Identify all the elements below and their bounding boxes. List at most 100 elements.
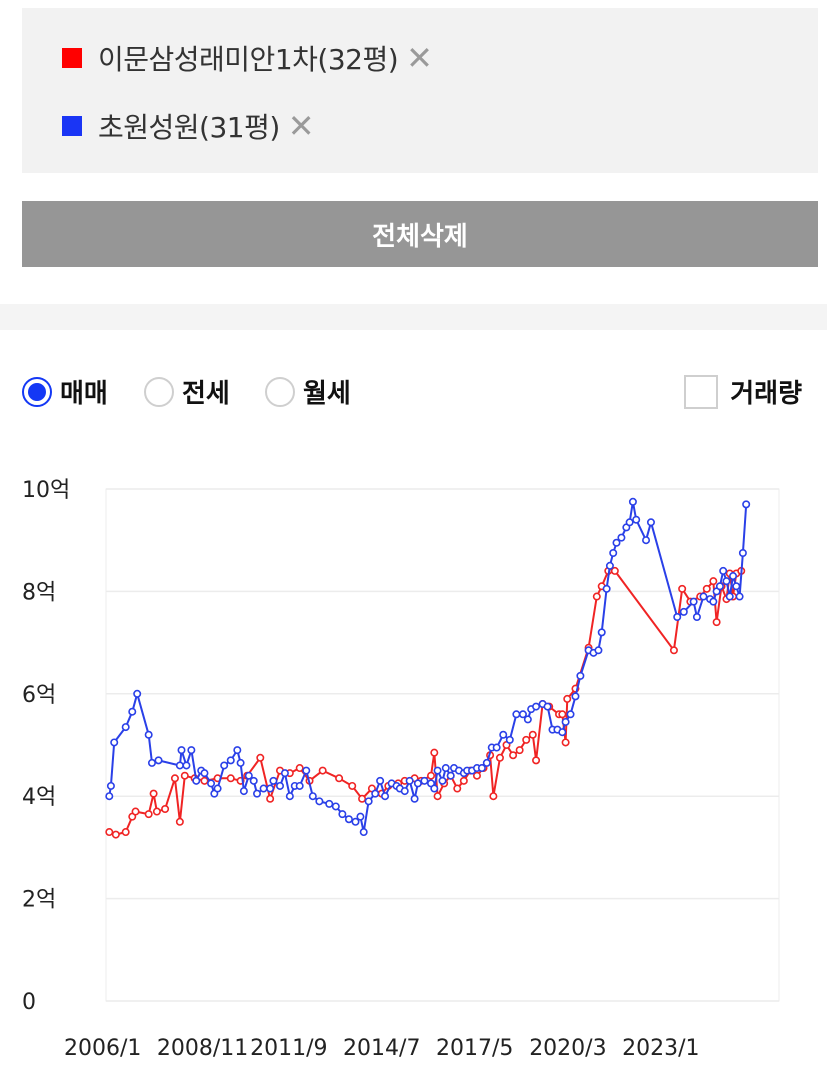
data-point-0 [495, 753, 504, 762]
data-point-1 [729, 572, 738, 581]
compare-item: 초원성원(31평) ✕ [62, 106, 315, 146]
y-tick-label: 0 [22, 990, 36, 1015]
data-point-0 [226, 774, 235, 783]
data-point-1 [673, 613, 682, 622]
delete-all-button[interactable]: 전체삭제 [22, 201, 818, 267]
data-point-1 [344, 815, 353, 824]
data-point-1 [571, 692, 580, 701]
data-point-1 [612, 538, 621, 547]
data-point-1 [742, 500, 751, 509]
data-point-1 [719, 566, 728, 575]
data-point-1 [177, 746, 186, 755]
x-tick-label: 2006/1 [64, 1036, 141, 1061]
data-point-0 [318, 766, 327, 775]
data-point-0 [561, 738, 570, 747]
data-point-1 [689, 597, 698, 606]
data-point-1 [359, 828, 368, 837]
data-point-0 [152, 807, 161, 816]
data-point-1 [646, 518, 655, 527]
data-point-1 [699, 592, 708, 601]
data-point-1 [625, 518, 634, 527]
data-point-1 [351, 817, 360, 826]
data-point-1 [249, 776, 258, 785]
data-point-1 [446, 771, 455, 780]
data-point-0 [610, 566, 619, 575]
radio-label: 전세 [182, 379, 230, 409]
x-tick-label: 2020/3 [529, 1036, 606, 1061]
data-point-1 [253, 789, 262, 798]
data-point-1 [147, 758, 156, 767]
data-point-1 [207, 779, 216, 788]
data-point-1 [154, 756, 163, 765]
compare-item: 이문삼성래미안1차(32평) ✕ [62, 38, 433, 78]
data-point-0 [170, 774, 179, 783]
data-point-1 [505, 735, 514, 744]
data-point-1 [200, 769, 209, 778]
radio-jeonse[interactable]: 전세 [144, 373, 230, 410]
data-point-1 [308, 792, 317, 801]
data-point-0 [453, 784, 462, 793]
data-point-1 [715, 582, 724, 591]
data-point-1 [405, 776, 414, 785]
data-point-1 [331, 802, 340, 811]
volume-toggle[interactable]: 거래량 [684, 373, 802, 410]
data-point-1 [609, 549, 618, 558]
data-point-1 [628, 497, 637, 506]
data-point-1 [295, 781, 304, 790]
data-point-0 [669, 646, 678, 655]
data-point-1 [187, 746, 196, 755]
data-point-1 [338, 810, 347, 819]
data-point-1 [438, 776, 447, 785]
data-point-1 [285, 792, 294, 801]
data-point-0 [180, 771, 189, 780]
data-point-1 [725, 592, 734, 601]
data-point-1 [679, 607, 688, 616]
data-point-1 [192, 776, 201, 785]
data-point-0 [175, 817, 184, 826]
data-point-1 [512, 710, 521, 719]
data-point-0 [295, 764, 304, 773]
data-point-1 [410, 794, 419, 803]
data-point-1 [642, 536, 651, 545]
data-point-1 [413, 779, 422, 788]
data-point-1 [244, 771, 253, 780]
data-point-0 [200, 776, 209, 785]
y-tick-label: 4억 [22, 785, 56, 810]
data-point-1 [302, 766, 311, 775]
data-point-0 [515, 746, 524, 755]
close-icon[interactable]: ✕ [406, 39, 433, 77]
data-point-1 [269, 776, 278, 785]
data-point-1 [597, 628, 606, 637]
radio-button[interactable] [144, 376, 174, 407]
data-point-1 [735, 592, 744, 601]
data-point-0 [459, 776, 468, 785]
radio-button[interactable] [265, 376, 295, 407]
data-point-1 [376, 776, 385, 785]
data-point-0 [111, 830, 120, 839]
data-point-1 [364, 797, 373, 806]
data-point-0 [266, 794, 275, 803]
data-point-0 [489, 792, 498, 801]
data-point-1 [315, 797, 324, 806]
data-point-0 [592, 592, 601, 601]
data-point-0 [712, 618, 721, 627]
data-point-0 [528, 730, 537, 739]
radio-button-selected[interactable] [22, 376, 52, 407]
data-point-0 [678, 584, 687, 593]
data-point-1 [709, 597, 718, 606]
data-point-0 [433, 792, 442, 801]
radio-sale[interactable]: 매매 [22, 373, 108, 410]
radio-monthly-rent[interactable]: 월세 [265, 373, 351, 410]
x-tick-label: 2014/7 [343, 1036, 420, 1061]
data-point-1 [738, 549, 747, 558]
data-point-1 [325, 799, 334, 808]
data-point-0 [131, 807, 140, 816]
close-icon[interactable]: ✕ [287, 107, 315, 145]
data-point-0 [161, 804, 170, 813]
data-point-1 [477, 764, 486, 773]
data-point-1 [561, 717, 570, 726]
data-point-1 [518, 710, 527, 719]
volume-checkbox[interactable] [684, 374, 719, 409]
data-point-1 [543, 702, 552, 711]
data-point-1 [400, 787, 409, 796]
